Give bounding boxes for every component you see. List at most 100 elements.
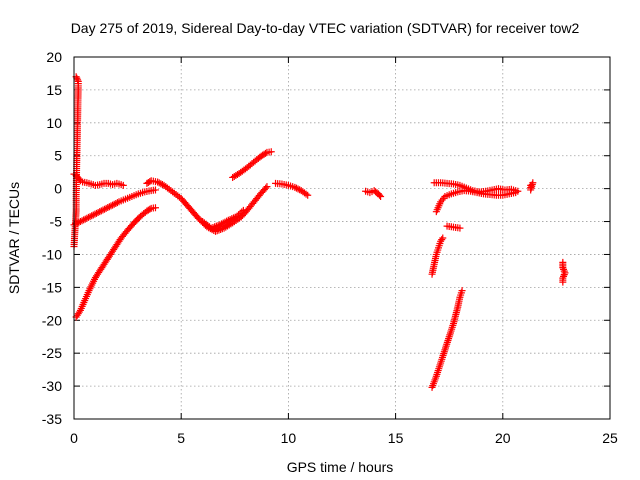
data-point: [146, 205, 154, 213]
data-point: [214, 221, 222, 229]
data-point: [93, 209, 101, 217]
y-axis-label: SDTVAR / TECUs: [6, 182, 22, 294]
data-point: [105, 203, 113, 211]
x-tick-label: 0: [70, 430, 78, 446]
axis-ticks: 0 5 10 15 20 25 -35 -30 -25 -20 -15 -10 -5 0 5 10 15 20: [42, 49, 618, 446]
series-arc-5: [199, 206, 247, 232]
data-point: [75, 308, 83, 316]
data-point: [226, 215, 234, 223]
data-point: [102, 204, 110, 212]
y-tick-label: 20: [46, 49, 62, 65]
data-point: [213, 227, 221, 235]
plot-frame: [73, 56, 611, 420]
x-tick-label: 10: [281, 430, 297, 446]
series-arc-9: [428, 234, 447, 278]
y-tick-label: -15: [42, 279, 62, 295]
x-tick-label: 25: [602, 430, 618, 446]
series-arc-3: [72, 204, 159, 321]
data-point: [84, 213, 92, 221]
data-point: [458, 287, 466, 295]
x-axis-label: GPS time / hours: [287, 459, 394, 475]
data-point: [262, 184, 270, 192]
y-tick-label: -30: [42, 378, 62, 394]
data-point: [560, 272, 568, 280]
series-arc-12: [430, 179, 522, 196]
x-tick-label: 15: [388, 430, 404, 446]
data-point: [560, 271, 568, 279]
y-tick-label: 0: [54, 181, 62, 197]
data-point: [151, 204, 159, 212]
data-point: [456, 224, 464, 232]
data-point: [560, 265, 568, 273]
y-tick-label: 10: [46, 115, 62, 131]
data-point: [110, 200, 118, 208]
data-point: [438, 236, 446, 244]
y-tick-label: -20: [42, 312, 62, 328]
data-point: [154, 178, 162, 186]
data-point: [224, 216, 232, 224]
data-point: [233, 212, 241, 220]
data-point: [304, 191, 312, 199]
data-point: [83, 214, 91, 222]
series-arc-7: [272, 179, 312, 199]
data-point: [215, 226, 223, 234]
data-point: [99, 206, 107, 214]
y-tick-label: -25: [42, 345, 62, 361]
data-point: [236, 209, 244, 217]
data-point: [88, 212, 96, 220]
data-point: [377, 193, 385, 201]
series-arc-10: [428, 287, 466, 391]
series-arc-13: [443, 222, 464, 232]
data-point: [151, 186, 159, 194]
data-point: [439, 234, 447, 242]
data-point: [76, 218, 84, 226]
data-point: [80, 216, 88, 224]
y-tick-label: -35: [42, 411, 62, 427]
data-point: [89, 211, 97, 219]
data-point: [239, 206, 247, 214]
data-point: [238, 208, 246, 216]
series-arc-2: [70, 186, 159, 229]
data-point: [97, 207, 105, 215]
series-arc-15: [559, 258, 569, 286]
grid: [74, 57, 610, 419]
data-point: [262, 149, 270, 157]
data-point: [104, 204, 112, 212]
data-point: [529, 179, 537, 187]
data-point: [211, 223, 219, 231]
data-point: [107, 202, 115, 210]
data-point: [112, 199, 120, 207]
y-tick-label: -10: [42, 246, 62, 262]
data-point: [212, 222, 220, 230]
x-tick-label: 20: [495, 430, 511, 446]
y-tick-label: -5: [50, 214, 63, 230]
data-point: [155, 179, 163, 187]
data-point: [376, 191, 384, 199]
data-point: [291, 183, 299, 191]
series-arc-14: [527, 179, 537, 194]
data-point: [74, 76, 82, 84]
data-point: [86, 213, 94, 221]
y-tick-label: 5: [54, 148, 62, 164]
data-point: [157, 180, 165, 188]
data-point: [292, 184, 300, 192]
data-point: [212, 227, 220, 235]
data-point: [207, 224, 215, 232]
data-point: [223, 217, 231, 225]
data-point: [514, 187, 522, 195]
data-point: [113, 199, 121, 207]
y-tick-label: 15: [46, 82, 62, 98]
data-point: [218, 225, 226, 233]
data-point: [96, 208, 104, 216]
data-point: [294, 185, 302, 193]
data-point: [109, 201, 117, 209]
data-point: [228, 215, 236, 223]
data-point: [101, 205, 109, 213]
data-point: [230, 214, 238, 222]
data-point: [263, 183, 271, 191]
chart-title: Day 275 of 2019, Sidereal Day-to-day VTE…: [71, 20, 580, 36]
data-point: [302, 190, 310, 198]
x-tick-label: 5: [177, 430, 185, 446]
